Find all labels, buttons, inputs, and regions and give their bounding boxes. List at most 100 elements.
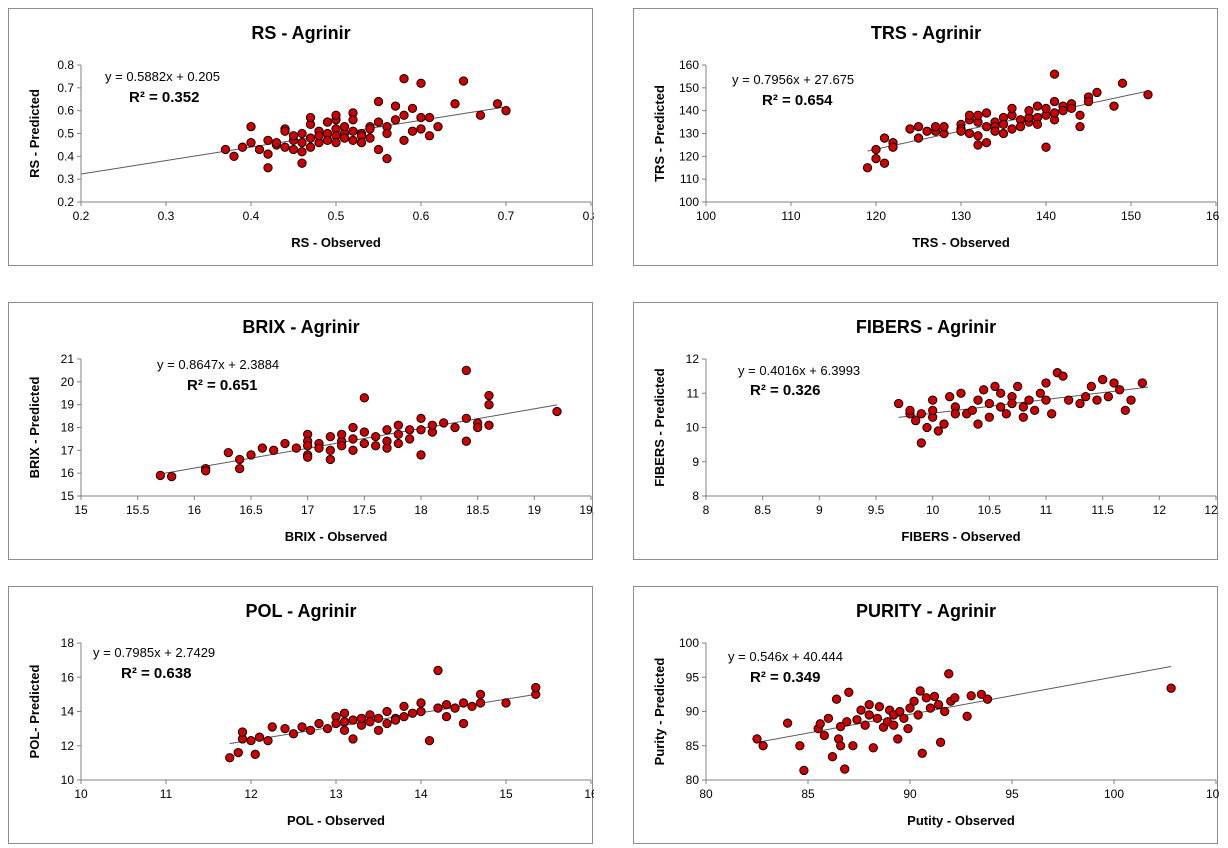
data-point	[269, 445, 279, 455]
x-tick-label: 17.5	[353, 503, 377, 517]
x-tick-label: 18.5	[466, 503, 490, 517]
data-point	[373, 117, 384, 127]
data-point	[973, 140, 983, 150]
data-point	[1030, 405, 1040, 416]
data-point	[915, 686, 925, 696]
data-point	[874, 702, 885, 712]
data-point	[899, 713, 909, 724]
data-point	[1032, 101, 1043, 111]
chart-rs: RS - Agrinir 0.2 0.3 0.4 0.5 0.6 0.7 0.8 0.2 0.3 0…	[8, 8, 594, 266]
data-point	[879, 133, 890, 143]
x-tick-label: 11	[1040, 503, 1053, 517]
r-squared: R² = 0.654	[762, 92, 833, 109]
data-point	[998, 119, 1009, 130]
data-point	[303, 441, 313, 451]
x-axis-label: Putity - Observed	[907, 813, 1015, 828]
data-point	[416, 413, 426, 424]
y-axis-label: BRIX - Predicted	[27, 377, 42, 479]
data-point	[348, 115, 358, 125]
data-point	[348, 135, 358, 146]
data-point	[416, 124, 426, 134]
data-point	[911, 416, 921, 426]
data-point	[405, 434, 415, 444]
data-point	[399, 711, 409, 722]
data-point	[842, 717, 852, 727]
data-point	[979, 385, 989, 395]
x-axis-label: FIBERS - Observed	[901, 529, 1020, 544]
data-point	[758, 741, 768, 751]
data-point	[973, 110, 983, 120]
x-tick-label: 16.5	[239, 503, 263, 517]
data-point	[271, 137, 282, 148]
data-point	[373, 725, 384, 735]
data-point	[223, 447, 233, 458]
data-point	[382, 443, 392, 453]
data-point	[373, 144, 384, 155]
data-point	[856, 705, 866, 715]
data-point	[433, 703, 443, 713]
y-tick-label: 120	[679, 149, 699, 163]
data-point	[303, 452, 313, 462]
data-point	[852, 715, 862, 725]
x-tick-label: 15.5	[126, 503, 150, 517]
data-point	[280, 142, 290, 152]
chart-title: POL - Agrinir	[245, 601, 356, 621]
data-point	[827, 752, 838, 762]
data-point	[888, 142, 898, 152]
data-point	[263, 163, 273, 173]
data-point	[752, 734, 762, 744]
data-point	[305, 725, 316, 735]
data-point	[250, 749, 260, 759]
data-point	[823, 713, 834, 724]
data-point	[1083, 96, 1094, 107]
data-point	[1049, 108, 1060, 118]
data-point	[458, 698, 469, 708]
chart-title: FIBERS - Agrinir	[856, 317, 996, 337]
y-tick-label: 100	[679, 195, 699, 209]
data-point	[913, 133, 924, 143]
data-point	[1018, 412, 1028, 422]
data-point	[433, 665, 443, 676]
data-point	[1126, 395, 1136, 405]
y-axis-label: Purity - Predicted	[652, 658, 667, 766]
data-point	[235, 463, 245, 474]
data-point	[382, 128, 392, 139]
data-point	[257, 443, 267, 453]
data-point	[905, 703, 915, 713]
data-point	[246, 137, 256, 148]
data-point	[531, 682, 541, 693]
x-tick-label: 140	[1036, 209, 1056, 223]
chart-title: PURITY - Agrinir	[856, 601, 996, 621]
data-point	[348, 734, 358, 744]
data-point	[922, 422, 932, 433]
data-point	[916, 438, 926, 448]
chart-brix: BRIX - Agrinir 15 15.5 16 16.5 17 17.5 18 18.5 19…	[8, 302, 594, 560]
trend-equation: y = 0.546x + 40.444	[728, 649, 843, 664]
data-point	[871, 153, 881, 164]
data-point	[967, 405, 977, 416]
data-point	[889, 720, 899, 730]
data-point	[348, 445, 358, 455]
data-point	[233, 747, 243, 758]
data-point	[424, 112, 435, 123]
y-tick-label: 9	[692, 455, 699, 469]
data-point	[1015, 122, 1026, 132]
data-point	[844, 687, 854, 697]
y-axis-label: POL- Predicted	[27, 664, 42, 758]
r-squared: R² = 0.352	[129, 89, 199, 106]
data-point	[1058, 106, 1068, 116]
x-axis-label: BRIX - Observed	[285, 529, 388, 544]
data-point	[450, 99, 460, 109]
data-point	[996, 388, 1006, 398]
chart-svg: POL - Agrinir 10 11 12 13 14 15 16 10 12 14 16 18 POL…	[27, 601, 594, 828]
x-tick-label: 13	[329, 787, 343, 801]
data-point	[984, 398, 994, 409]
chart-svg: FIBERS - Agrinir 8 8.5 9 9.5 10 10.5 11 11.5 12 12…	[652, 317, 1219, 544]
data-point	[1024, 106, 1034, 116]
data-point	[356, 713, 367, 724]
data-point	[382, 425, 392, 435]
data-point	[1041, 378, 1051, 388]
data-point	[864, 710, 874, 720]
x-tick-label: 19.5	[579, 503, 594, 517]
data-point	[365, 124, 375, 134]
